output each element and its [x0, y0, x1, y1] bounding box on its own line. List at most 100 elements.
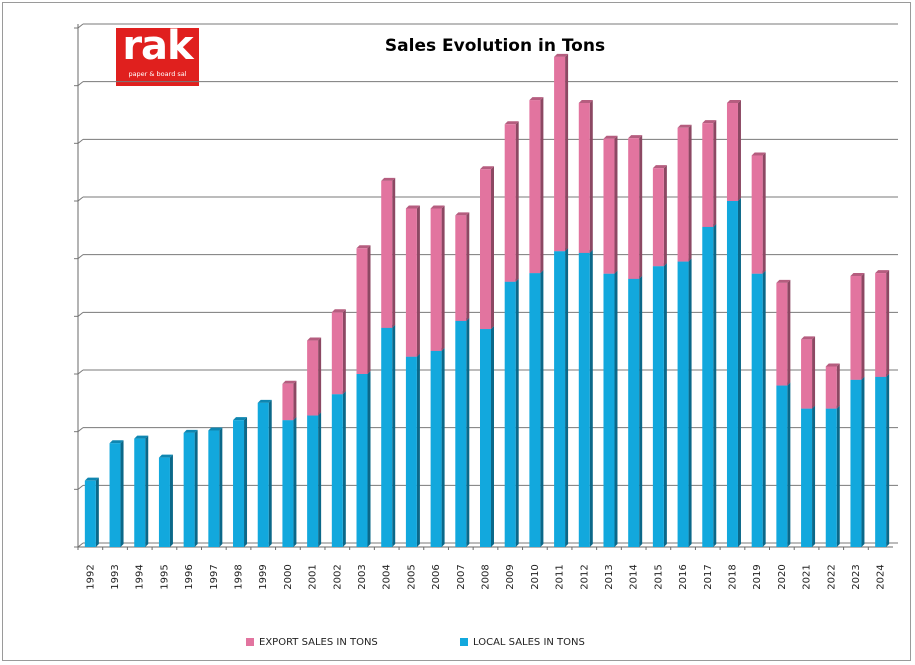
legend-label-local: LOCAL SALES IN TONS — [473, 636, 585, 648]
bar-local-2016 — [677, 258, 692, 547]
bar-local-2011 — [554, 248, 569, 548]
x-tick-label-2013: 2013 — [604, 564, 615, 589]
x-tick-label-2003: 2003 — [357, 564, 368, 589]
bar-export-2000-side — [293, 380, 297, 421]
bar-local-2005-front — [405, 356, 417, 547]
bar-export-2000-front — [282, 383, 294, 421]
bar-local-2000-front — [282, 420, 294, 547]
x-tick-label-1998: 1998 — [234, 564, 245, 589]
x-tick-label-1994: 1994 — [135, 564, 146, 589]
bar-local-2024-front — [875, 376, 887, 547]
bar-export-2017 — [702, 120, 717, 227]
bar-local-2016-side — [688, 258, 692, 547]
bar-local-2007-side — [466, 317, 470, 547]
chart-title: Sales Evolution in Tons — [384, 36, 606, 56]
x-tick-label-2009: 2009 — [505, 564, 516, 589]
bar-local-2003 — [356, 371, 371, 547]
x-tick-label-2019: 2019 — [752, 564, 763, 589]
gridline-wall — [77, 138, 84, 144]
x-tick-label-1999: 1999 — [258, 564, 269, 589]
x-tick-label-2016: 2016 — [678, 564, 689, 589]
bar-export-2013-side — [614, 135, 618, 274]
bar-export-2022 — [825, 363, 840, 409]
x-tick-label-1995: 1995 — [159, 564, 170, 589]
bar-export-2023 — [850, 272, 865, 380]
bar-local-2010-side — [540, 270, 544, 547]
x-tick-label-2015: 2015 — [653, 564, 664, 589]
bar-export-2017-top — [702, 120, 717, 124]
bar-local-2006-front — [430, 350, 442, 547]
gridline-wall — [77, 196, 84, 202]
bar-local-2021-side — [812, 405, 816, 547]
bar-local-2019-side — [762, 270, 766, 547]
bar-export-2022-top — [825, 363, 840, 367]
bar-local-1994-top — [134, 435, 149, 439]
logo-red-block — [116, 28, 199, 86]
bar-export-2013 — [603, 135, 618, 274]
bar-export-2013-front — [603, 138, 615, 274]
bar-export-2005-front — [405, 208, 417, 357]
bar-local-1999 — [257, 399, 272, 547]
bar-local-1992-front — [84, 480, 96, 547]
bar-export-2015 — [652, 165, 667, 267]
bar-export-2018-top — [726, 99, 741, 103]
bar-export-2016-top — [677, 124, 692, 128]
bar-export-2014-front — [628, 138, 640, 279]
bar-export-2011-top — [554, 53, 569, 57]
x-tick-label-2014: 2014 — [629, 564, 640, 589]
bar-export-2001-front — [307, 340, 319, 416]
bar-local-2006-side — [441, 347, 445, 547]
bar-local-2018-front — [726, 201, 738, 547]
bar-export-2007-side — [466, 212, 470, 321]
bar-local-2008 — [480, 326, 494, 547]
bar-local-1999-side — [268, 399, 272, 547]
bar-local-2014-side — [639, 275, 643, 547]
bar-local-2015 — [652, 263, 667, 547]
bar-export-2007-top — [455, 212, 470, 216]
bar-local-1999-top — [257, 399, 272, 403]
bar-export-2011 — [554, 53, 569, 252]
bar-local-2004 — [381, 324, 396, 547]
bar-export-2018-front — [726, 102, 738, 201]
bar-local-1997-front — [208, 430, 220, 547]
bar-export-2004 — [381, 177, 396, 328]
bar-local-2019 — [751, 270, 766, 547]
bar-local-2009-front — [504, 281, 516, 547]
x-tick-label-2010: 2010 — [530, 564, 541, 589]
bar-local-1996-side — [194, 429, 198, 547]
bar-local-1998-side — [244, 417, 248, 547]
bar-export-2024 — [875, 270, 890, 377]
gridline-wall — [77, 311, 84, 317]
bar-local-2015-front — [652, 266, 664, 547]
bar-local-1995-side — [169, 454, 173, 547]
bar-local-2002-front — [331, 394, 343, 547]
bar-local-2004-side — [392, 324, 396, 547]
bar-export-2020-top — [776, 279, 791, 283]
bar-export-2002-front — [331, 312, 343, 395]
bar-local-1992-side — [95, 477, 99, 547]
bar-local-2017-side — [713, 223, 717, 547]
bar-export-2009-front — [504, 124, 516, 282]
bar-local-2012-front — [578, 252, 590, 547]
bar-local-2007 — [455, 317, 470, 547]
bar-local-2000 — [282, 417, 297, 547]
bar-local-2019-front — [751, 273, 763, 547]
bar-export-2001 — [307, 337, 322, 416]
bar-export-2019-side — [762, 152, 766, 274]
bar-local-1996-top — [183, 429, 198, 433]
bar-local-1993 — [109, 440, 124, 547]
x-tick-label-2011: 2011 — [555, 564, 566, 589]
bar-local-2013-front — [603, 273, 615, 547]
bar-local-2013 — [603, 270, 618, 547]
bar-export-2006 — [430, 205, 445, 351]
bar-local-2009 — [504, 278, 519, 547]
bar-export-2006-side — [441, 205, 445, 351]
bar-export-2016 — [677, 124, 692, 262]
bar-export-2023-side — [861, 272, 865, 380]
bar-export-2009-side — [515, 121, 519, 282]
x-tick-label-2018: 2018 — [727, 564, 738, 589]
bar-local-1994-front — [134, 438, 146, 547]
bar-export-2000-top — [282, 380, 297, 384]
bar-local-2013-side — [614, 270, 618, 547]
x-tick-label-2017: 2017 — [703, 564, 714, 589]
